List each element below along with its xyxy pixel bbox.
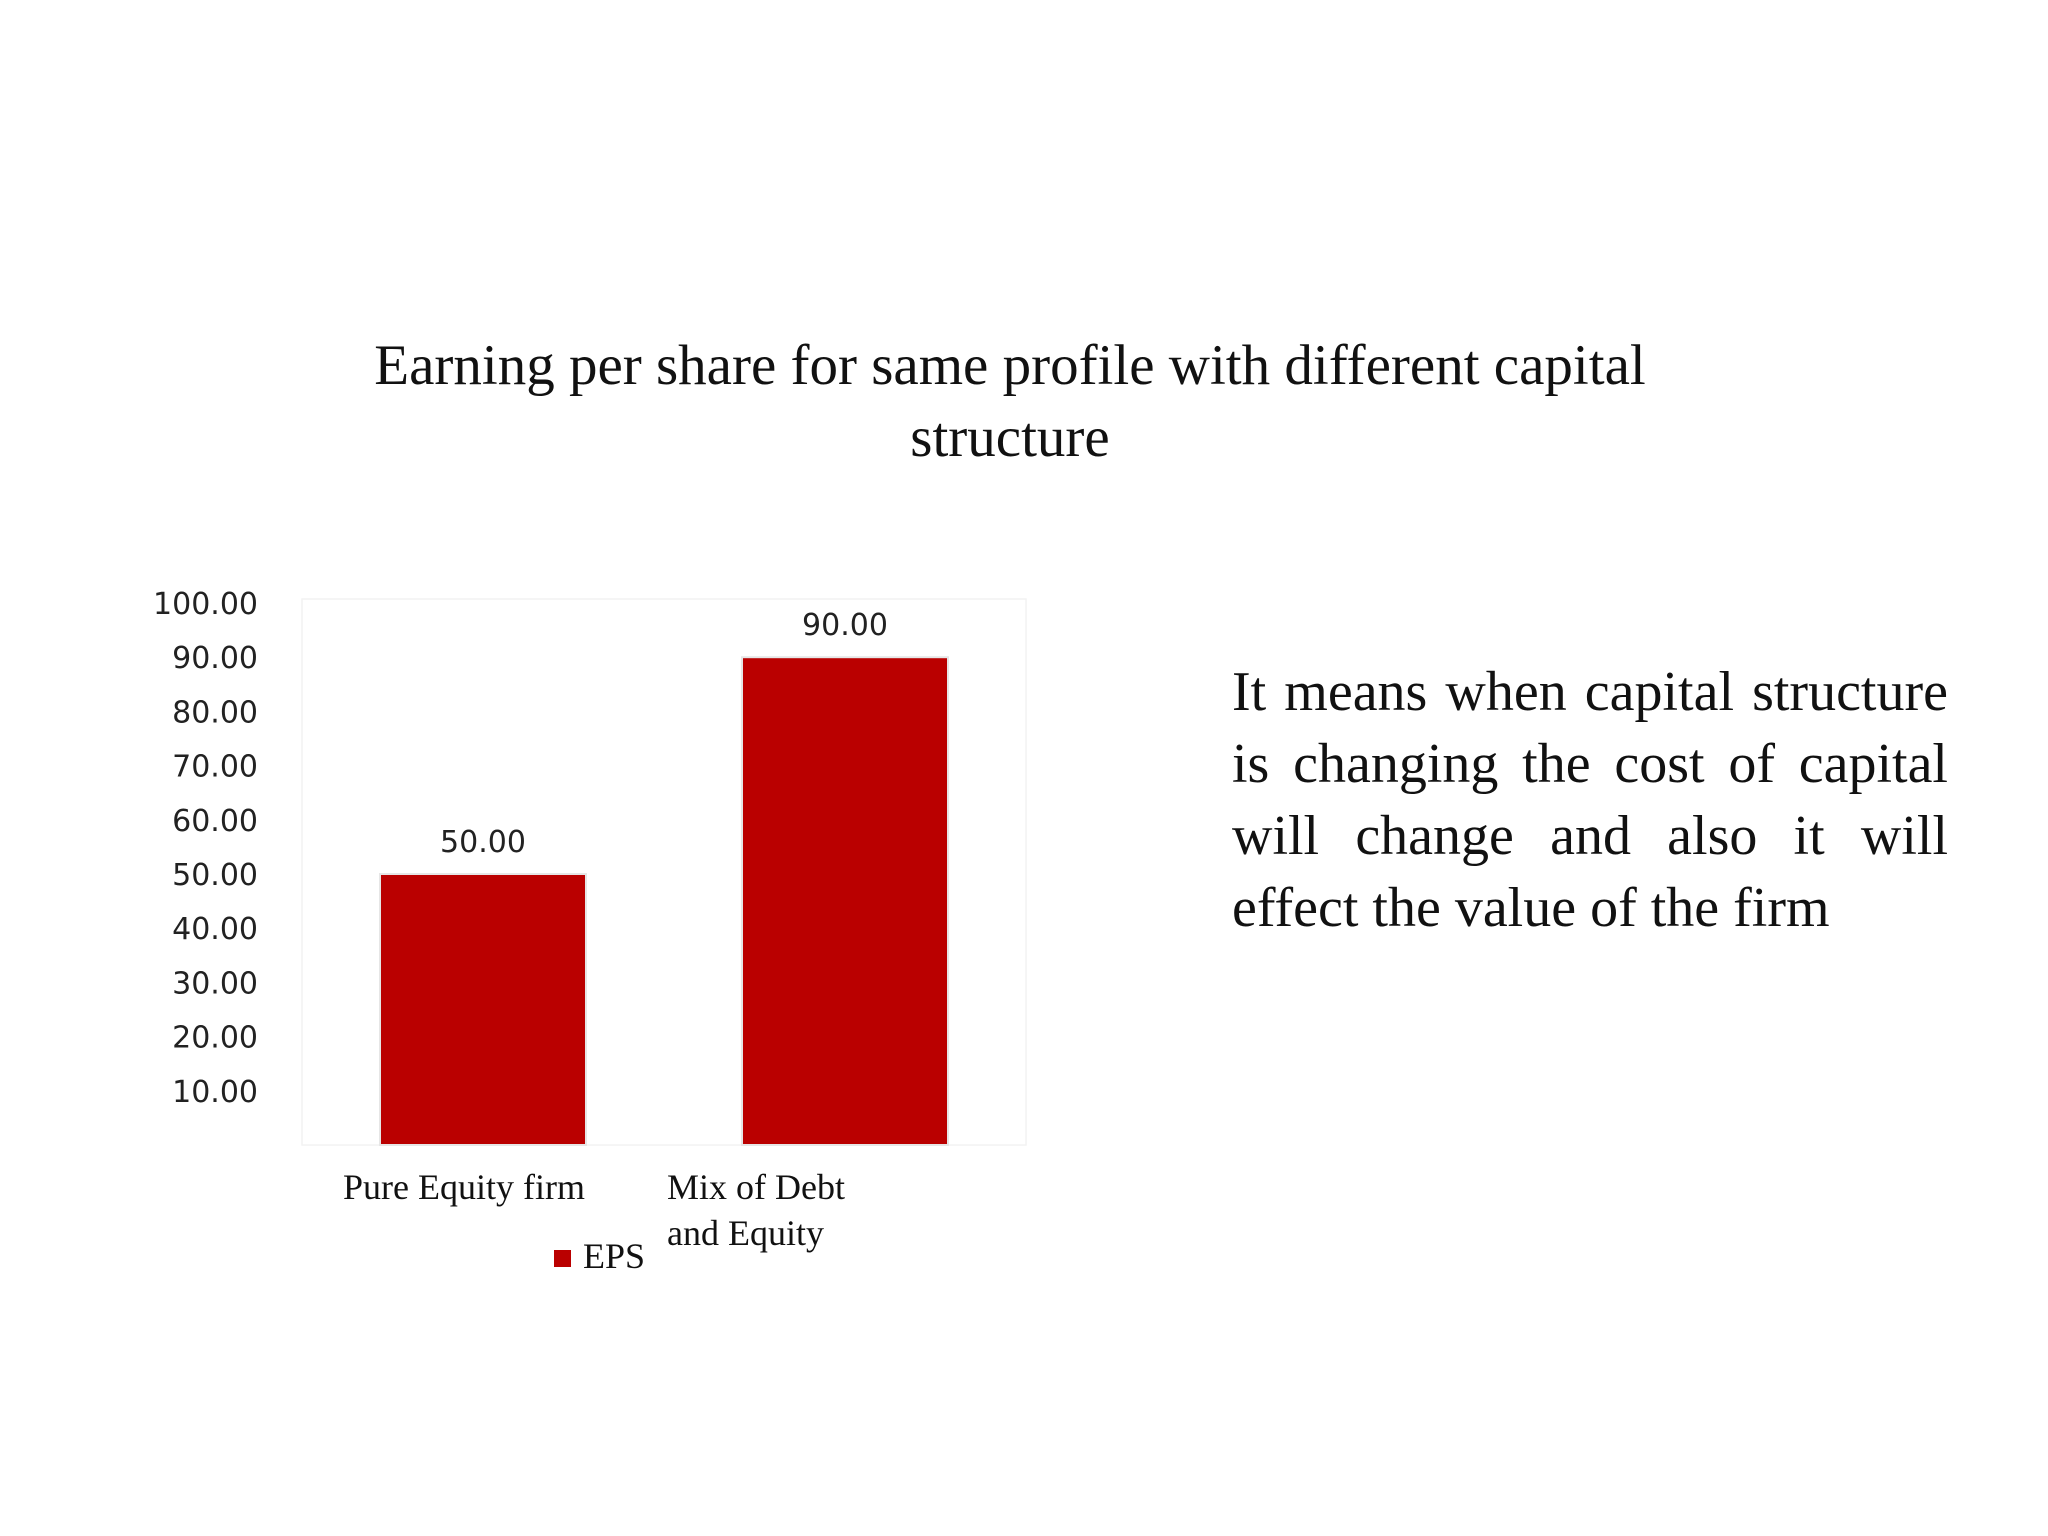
y-tick-label: 90.00	[172, 641, 258, 676]
y-tick-label: 50.00	[172, 858, 258, 893]
bar-pure-equity-firm	[379, 873, 587, 1146]
slide-title: Earning per share for same profile with …	[374, 334, 1646, 469]
y-tick-label: 20.00	[172, 1021, 258, 1056]
y-tick-label: 100.00	[153, 587, 258, 622]
y-tick-label: 70.00	[172, 750, 258, 785]
slide-body-text: It means when capital structure is chang…	[1232, 661, 1948, 939]
legend-label: EPS	[583, 1236, 645, 1276]
category-label: Pure Equity firm	[343, 1167, 585, 1207]
plot-area-border	[301, 598, 1027, 1146]
y-tick-label: 10.00	[172, 1075, 258, 1110]
y-tick-label: 30.00	[172, 966, 258, 1001]
bar-mix-of-debt-and-equity	[741, 656, 949, 1146]
y-tick-label: 60.00	[172, 804, 258, 839]
data-label: 90.00	[802, 608, 888, 643]
data-label: 50.00	[440, 825, 526, 860]
legend-swatch	[554, 1250, 571, 1267]
y-tick-label: 40.00	[172, 912, 258, 947]
y-tick-label: 80.00	[172, 695, 258, 730]
category-label: Mix of Debt and Equity	[667, 1167, 845, 1253]
legend-item-eps: EPS	[554, 1236, 645, 1276]
